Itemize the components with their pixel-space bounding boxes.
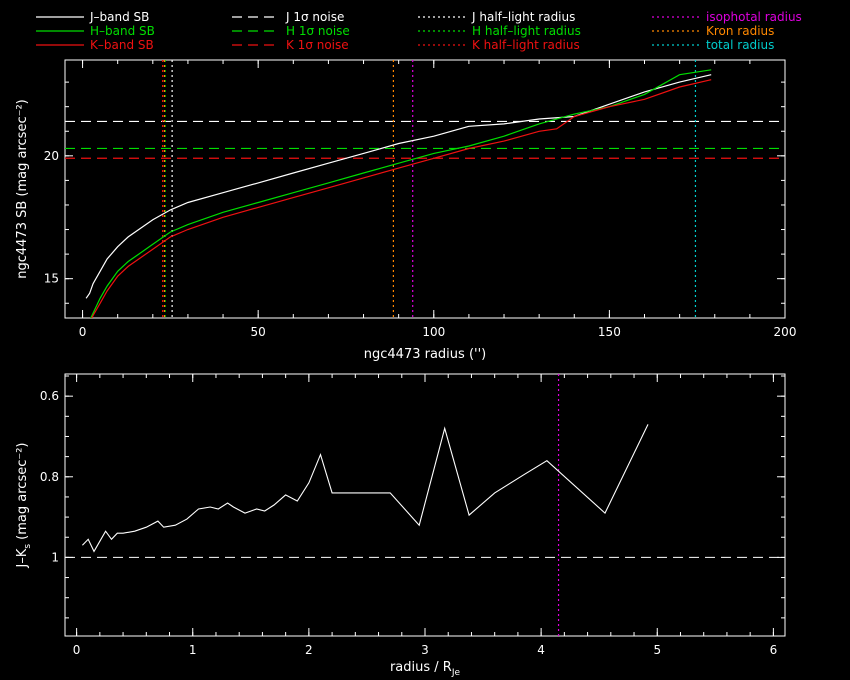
y-tick-label: 20 [44, 149, 59, 163]
legend-label: H–band SB [90, 24, 155, 38]
y-tick-label: 1 [51, 550, 59, 564]
legend-label: J–band SB [89, 10, 149, 24]
x-tick-label: 200 [774, 325, 797, 339]
legend-label: Kron radius [706, 24, 774, 38]
x-tick-label: 3 [421, 643, 429, 657]
x-tick-label: 0 [79, 325, 87, 339]
x-tick-label: 4 [537, 643, 545, 657]
legend-label: J half–light radius [471, 10, 575, 24]
legend-label: K half–light radius [472, 38, 580, 52]
x-tick-label: 100 [422, 325, 445, 339]
top-x-axis-label: ngc4473 radius ('') [364, 347, 486, 362]
legend-label: total radius [706, 38, 774, 52]
legend-label: J 1σ noise [285, 10, 344, 24]
x-tick-label: 6 [770, 643, 778, 657]
sb-profile-line [90, 69, 712, 318]
legend-label: K 1σ noise [286, 38, 349, 52]
x-tick-label: 0 [73, 643, 81, 657]
bottom-x-axis-label: radius / RJe [390, 660, 461, 678]
x-tick-label: 150 [598, 325, 621, 339]
color-profile-line [82, 424, 649, 553]
legend-label: K–band SB [90, 38, 154, 52]
x-tick-label: 1 [189, 643, 197, 657]
bottom-panel: 0 1 2 3 4 5 6 0.6 0.8 1 radius / RJe J–Ks (mag ar… [15, 373, 786, 678]
y-tick-label: 0.6 [40, 389, 59, 403]
x-tick-label: 50 [251, 325, 266, 339]
legend-label: isophotal radius [706, 10, 802, 24]
legend-label: H half–light radius [472, 24, 581, 38]
top-y-axis-label: ngc4473 SB (mag arcsec⁻²) [15, 99, 30, 278]
y-tick-label: 0.8 [40, 470, 59, 484]
plot-area [65, 60, 785, 318]
plot-area [65, 374, 785, 636]
top-panel: 0 50 100 150 200 15 20 ngc4473 radius ('') ngc… [15, 59, 797, 362]
x-tick-label: 5 [653, 643, 661, 657]
sb-profile-line [91, 79, 712, 318]
legend-label: H 1σ noise [286, 24, 350, 38]
top-plot-frame [64, 59, 786, 319]
y-tick-label: 15 [44, 272, 59, 286]
sb-profile-line [85, 74, 712, 299]
x-tick-label: 2 [305, 643, 313, 657]
bottom-y-axis-label: J–Ks (mag arcsec⁻²) [15, 442, 33, 568]
